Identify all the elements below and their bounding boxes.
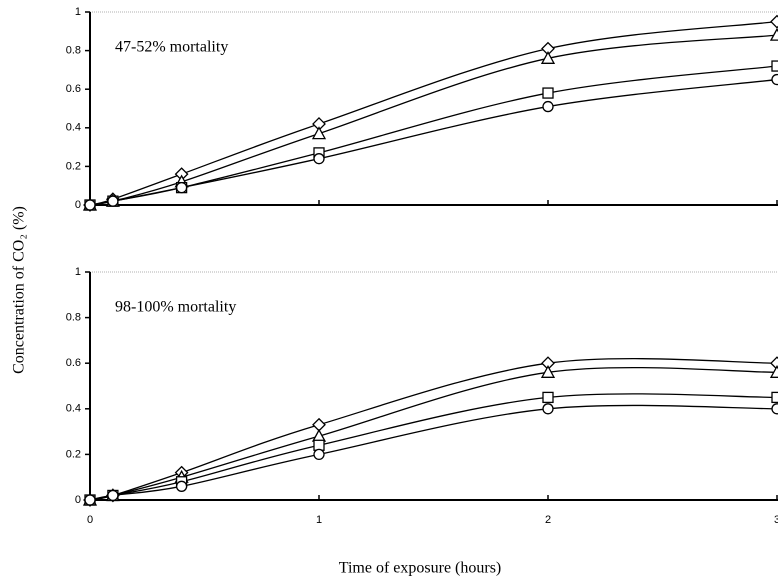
- y-tick-label: 0: [75, 199, 81, 211]
- marker: [770, 14, 778, 29]
- marker: [175, 480, 188, 492]
- marker: [771, 403, 778, 415]
- marker: [84, 199, 96, 211]
- x-tick-label: 0: [87, 514, 93, 526]
- annotation: 47-52% mortality: [115, 39, 228, 56]
- y-tick-label: 0.2: [66, 160, 81, 172]
- marker: [542, 100, 554, 113]
- marker: [175, 181, 188, 194]
- x-tick-label: 3: [774, 514, 778, 526]
- marker: [107, 195, 119, 207]
- y-tick-label: 1: [75, 6, 81, 18]
- marker: [769, 364, 778, 378]
- marker: [313, 448, 325, 461]
- marker: [311, 428, 327, 442]
- y-tick-label: 0.2: [66, 448, 81, 460]
- marker: [540, 50, 556, 64]
- x-tick-label: 1: [316, 514, 322, 526]
- marker: [540, 364, 556, 378]
- series-line: [89, 78, 778, 206]
- marker: [769, 27, 778, 41]
- marker: [84, 494, 96, 506]
- y-axis-label: Concentration of CO₂ (%): [11, 206, 28, 374]
- y-tick-label: 0.4: [66, 122, 81, 134]
- marker: [771, 391, 778, 404]
- marker: [771, 73, 778, 86]
- marker: [542, 87, 554, 99]
- series-line: [89, 366, 778, 501]
- marker: [542, 391, 554, 404]
- marker: [311, 126, 327, 140]
- marker: [542, 403, 554, 415]
- y-tick-label: 0.6: [66, 83, 81, 95]
- y-tick-label: 0.8: [66, 312, 81, 324]
- annotation: 98-100% mortality: [115, 299, 236, 316]
- y-tick-label: 1: [75, 266, 81, 278]
- y-tick-label: 0.6: [66, 357, 81, 369]
- y-tick-label: 0: [75, 494, 81, 506]
- x-tick-label: 2: [545, 514, 551, 526]
- x-axis-label: Time of exposure (hours): [339, 560, 502, 577]
- y-tick-label: 0.8: [66, 45, 81, 57]
- series-line: [89, 65, 778, 206]
- marker: [107, 489, 119, 502]
- y-tick-label: 0.4: [66, 403, 81, 415]
- marker: [313, 153, 325, 165]
- series-line: [89, 404, 778, 501]
- marker: [771, 60, 778, 72]
- series-line: [89, 34, 778, 206]
